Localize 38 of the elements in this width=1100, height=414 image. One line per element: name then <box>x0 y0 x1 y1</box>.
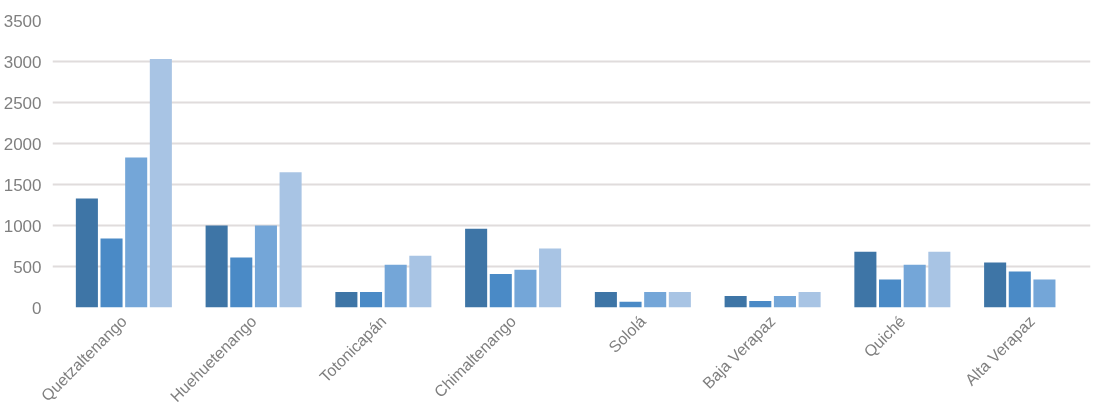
bar <box>230 257 253 308</box>
bar <box>539 248 562 308</box>
bar <box>254 225 277 308</box>
bar <box>798 291 821 308</box>
bar <box>1033 279 1056 308</box>
bar <box>409 255 432 308</box>
y-tick-label: 1000 <box>3 216 42 236</box>
bar <box>724 296 747 308</box>
bar <box>75 198 98 308</box>
bar <box>125 157 148 308</box>
bar <box>668 291 691 308</box>
bar <box>489 273 512 308</box>
bar <box>279 172 302 308</box>
bar <box>149 59 172 308</box>
bar <box>749 300 772 308</box>
bar <box>384 264 407 308</box>
bar <box>879 279 902 308</box>
bar <box>1008 271 1031 308</box>
bar <box>360 291 383 308</box>
y-tick-label: 1500 <box>3 175 42 195</box>
y-tick-label: 2000 <box>3 134 42 154</box>
bar <box>205 225 228 308</box>
y-tick-label: 500 <box>13 257 42 277</box>
y-tick-label: 2500 <box>3 93 42 113</box>
bar <box>984 262 1007 308</box>
bar <box>594 291 617 308</box>
y-tick-label: 0 <box>32 298 42 318</box>
bar <box>465 228 488 308</box>
bar <box>773 296 796 308</box>
bar <box>644 291 667 308</box>
bar <box>854 251 877 308</box>
bar <box>928 251 951 308</box>
y-tick-label: 3500 <box>3 11 42 31</box>
bar <box>903 264 926 308</box>
bar <box>335 291 358 308</box>
bar <box>514 269 537 308</box>
bar <box>100 238 123 308</box>
y-tick-label: 3000 <box>3 52 42 72</box>
